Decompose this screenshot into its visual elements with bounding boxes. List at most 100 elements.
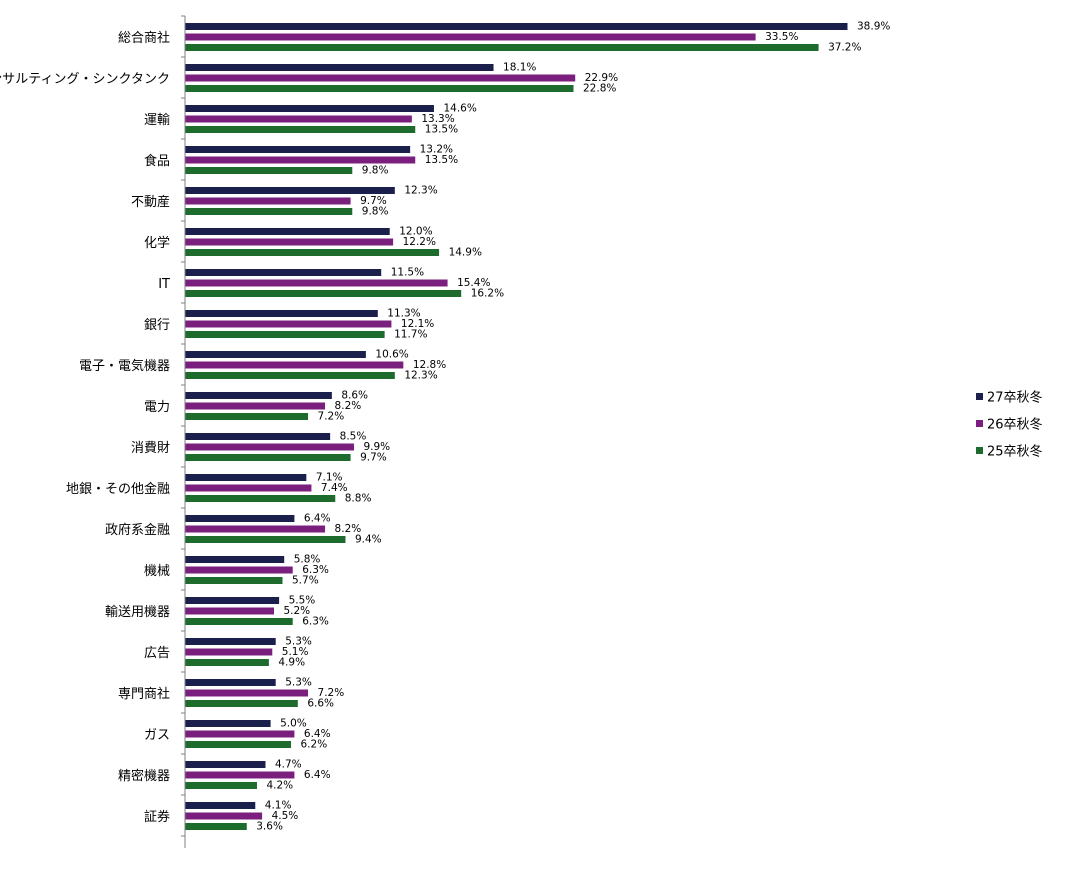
data-label: 12.1% bbox=[401, 318, 434, 330]
bar bbox=[185, 433, 331, 440]
bar bbox=[185, 454, 351, 461]
chart-labels: 総合商社 38.9% 33.5% 37.2% コンサルティング・シンクタンク 18.1% 2… bbox=[0, 21, 890, 833]
data-label: 22.9% bbox=[585, 72, 618, 84]
chart-legend: 27卒秋冬 26卒秋冬 25卒秋冬 bbox=[976, 390, 1043, 460]
category-label: 不動産 bbox=[131, 194, 170, 210]
data-label: 16.2% bbox=[471, 288, 504, 300]
bar bbox=[185, 126, 416, 133]
category-label: コンサルティング・シンクタンク bbox=[0, 72, 170, 87]
data-label: 5.5% bbox=[289, 595, 316, 607]
data-label: 13.5% bbox=[425, 124, 458, 136]
bar bbox=[185, 648, 273, 656]
bar bbox=[185, 638, 276, 645]
data-label: 15.4% bbox=[457, 277, 490, 289]
data-label: 13.5% bbox=[425, 154, 458, 166]
data-label: 12.2% bbox=[403, 236, 436, 248]
category-label: 証券 bbox=[144, 809, 170, 825]
data-label: 10.6% bbox=[375, 349, 408, 361]
bar bbox=[185, 187, 395, 194]
data-label: 5.8% bbox=[294, 554, 321, 566]
bar bbox=[185, 484, 312, 492]
data-label: 8.6% bbox=[341, 390, 368, 402]
bar bbox=[185, 279, 448, 287]
data-label: 11.7% bbox=[394, 329, 427, 341]
data-label: 38.9% bbox=[857, 21, 890, 33]
legend-label: 25卒秋冬 bbox=[987, 444, 1043, 460]
data-label: 6.3% bbox=[302, 564, 329, 576]
bar bbox=[185, 689, 309, 697]
data-label: 9.4% bbox=[355, 534, 382, 546]
bar bbox=[185, 156, 416, 164]
bar bbox=[185, 361, 404, 369]
bar bbox=[185, 23, 848, 30]
data-label: 9.9% bbox=[363, 441, 390, 453]
bar bbox=[185, 249, 440, 256]
bar bbox=[185, 105, 434, 112]
bar bbox=[185, 618, 293, 625]
bar bbox=[185, 525, 326, 533]
bar bbox=[185, 351, 366, 358]
bar bbox=[185, 659, 269, 666]
category-label: 食品 bbox=[144, 153, 170, 169]
data-label: 4.9% bbox=[278, 657, 305, 669]
category-label: IT bbox=[158, 277, 170, 292]
bar bbox=[185, 167, 353, 174]
bar bbox=[185, 85, 574, 92]
data-label: 14.6% bbox=[443, 103, 476, 115]
data-label: 13.2% bbox=[420, 144, 453, 156]
bar bbox=[185, 331, 385, 338]
bar bbox=[185, 720, 271, 727]
data-label: 5.2% bbox=[283, 605, 310, 617]
legend-swatch bbox=[976, 393, 983, 400]
bar bbox=[185, 310, 378, 317]
data-label: 7.2% bbox=[318, 687, 345, 699]
data-label: 6.4% bbox=[304, 728, 331, 740]
bar bbox=[185, 802, 256, 809]
data-label: 5.7% bbox=[292, 575, 319, 587]
bar bbox=[185, 556, 285, 563]
data-label: 7.1% bbox=[316, 472, 343, 484]
data-label: 8.5% bbox=[340, 431, 367, 443]
data-label: 12.0% bbox=[399, 226, 432, 238]
chart-axes bbox=[181, 15, 186, 848]
data-label: 9.7% bbox=[360, 195, 387, 207]
data-label: 12.3% bbox=[404, 370, 437, 382]
bar bbox=[185, 320, 392, 328]
bar bbox=[185, 64, 494, 71]
bar bbox=[185, 443, 354, 451]
bar bbox=[185, 495, 336, 502]
bar bbox=[185, 413, 309, 420]
data-label: 3.6% bbox=[256, 821, 283, 833]
data-label: 12.8% bbox=[413, 359, 446, 371]
category-label: 輸送用機器 bbox=[105, 605, 170, 620]
legend-label: 26卒秋冬 bbox=[987, 417, 1043, 433]
bar bbox=[185, 700, 298, 707]
bar bbox=[185, 474, 307, 481]
category-label: 総合商社 bbox=[118, 30, 170, 46]
category-label: 機械 bbox=[144, 564, 170, 579]
bar bbox=[185, 761, 266, 768]
bar bbox=[185, 238, 394, 246]
data-label: 5.3% bbox=[285, 677, 312, 689]
data-label: 22.8% bbox=[583, 83, 616, 95]
bar bbox=[185, 782, 257, 789]
category-label: 広告 bbox=[144, 646, 170, 661]
bar bbox=[185, 741, 292, 748]
data-label: 7.2% bbox=[318, 411, 345, 423]
data-label: 14.9% bbox=[449, 247, 482, 259]
bar bbox=[185, 771, 295, 779]
data-label: 4.1% bbox=[265, 800, 292, 812]
data-label: 8.8% bbox=[345, 493, 372, 505]
data-label: 18.1% bbox=[503, 62, 536, 74]
bar bbox=[185, 392, 332, 399]
data-label: 9.7% bbox=[360, 452, 387, 464]
data-label: 11.5% bbox=[391, 267, 424, 279]
data-label: 5.1% bbox=[282, 646, 309, 658]
legend-label: 27卒秋冬 bbox=[987, 390, 1043, 406]
category-label: 電力 bbox=[144, 400, 170, 415]
bar bbox=[185, 269, 382, 276]
chart-bars bbox=[185, 23, 848, 830]
bar bbox=[185, 823, 247, 830]
data-label: 9.8% bbox=[362, 165, 389, 177]
